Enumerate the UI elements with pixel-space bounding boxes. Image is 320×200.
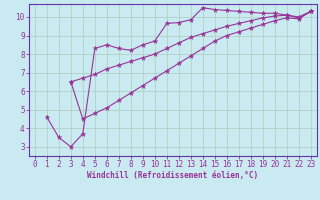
X-axis label: Windchill (Refroidissement éolien,°C): Windchill (Refroidissement éolien,°C) — [87, 171, 258, 180]
